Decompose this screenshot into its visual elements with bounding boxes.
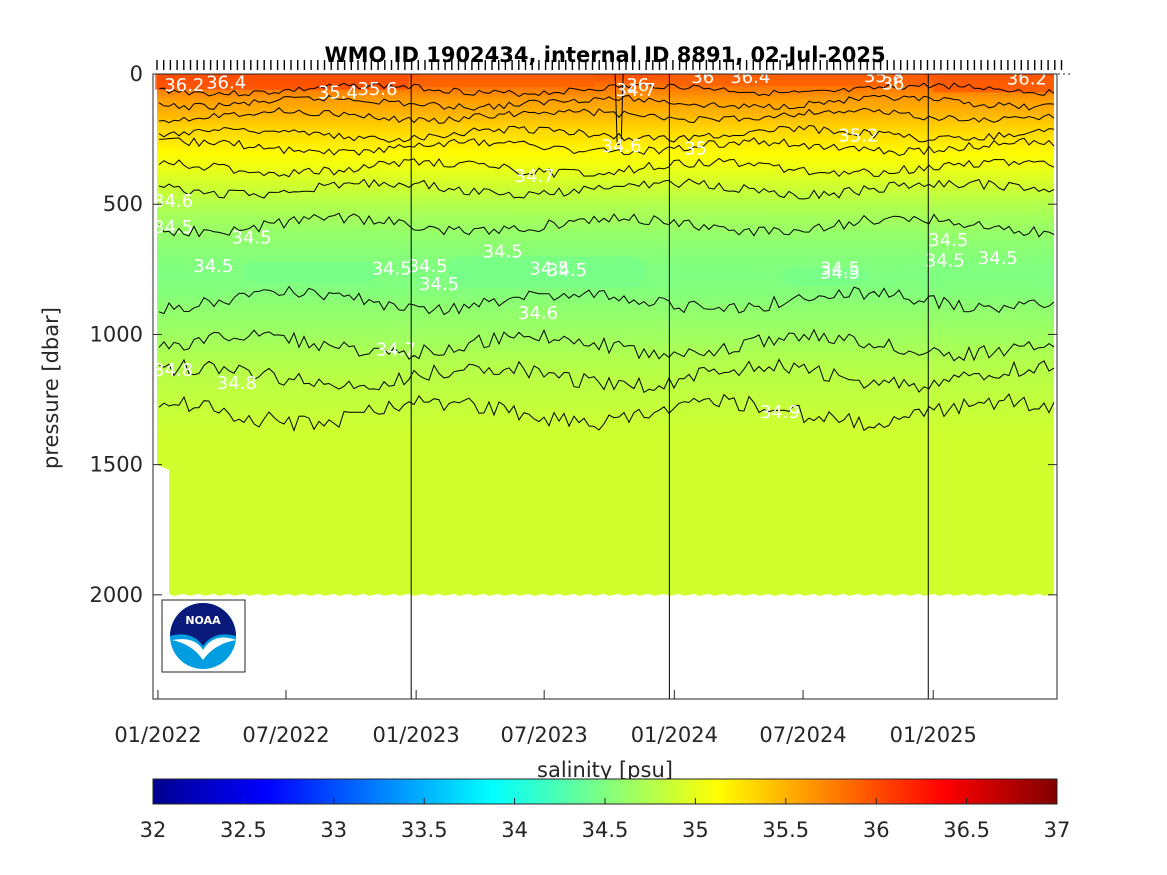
contour-line <box>614 74 624 145</box>
contour-label: 34.5 <box>820 259 860 280</box>
contour-label: 34.6 <box>602 136 642 157</box>
contour-label: 34.7 <box>616 80 656 101</box>
contour-line <box>158 358 1055 394</box>
y-tick-label: 0 <box>130 62 143 86</box>
contour-line <box>158 393 1055 432</box>
contour-label: 35 <box>684 139 707 160</box>
y-axis-label: pressure [dbar] <box>39 307 63 469</box>
contour-label: 34.8 <box>217 373 257 394</box>
contour-label: 34.5 <box>153 217 193 238</box>
colorbar-tick-label: 34 <box>501 818 528 842</box>
contour-line <box>158 285 1055 316</box>
contour-line <box>158 212 1055 238</box>
contour-line <box>158 82 1055 98</box>
contour-label: 34.5 <box>925 251 965 272</box>
colorbar-tick-label: 37 <box>1044 818 1071 842</box>
surface-high-salinity-patch <box>155 74 408 90</box>
contour-label: 34.5 <box>408 256 448 277</box>
contour-line <box>158 107 1055 124</box>
colorbar-tick-label: 36.5 <box>943 818 990 842</box>
colorbar-tick-label: 35 <box>682 818 709 842</box>
contour-label: 35.2 <box>838 126 878 147</box>
salinity-field <box>155 74 1054 596</box>
contour-label: 34.5 <box>928 230 968 251</box>
contour-label: 34.5 <box>547 260 587 281</box>
contour-label: 34.5 <box>232 227 272 248</box>
contour-label: 34.5 <box>372 259 412 280</box>
intermediate-low-salinity-patch <box>242 261 380 283</box>
x-axis: 01/2022 07/2022 01/2023 07/2023 01/2024 07/20… <box>114 690 977 747</box>
contour-line <box>158 137 1055 157</box>
contour-label: 34.5 <box>529 259 569 280</box>
contour-label: 34.5 <box>978 248 1018 269</box>
contour-label: 34.5 <box>193 256 233 277</box>
contour-line <box>158 157 1055 179</box>
y-tick-label: 500 <box>103 192 143 216</box>
contour-lines <box>158 74 1055 432</box>
intermediate-low-salinity-patch <box>447 256 645 288</box>
noaa-bird-icon <box>172 637 236 660</box>
contour-label: 36.2 <box>1007 68 1047 89</box>
contour-label: 36 <box>882 74 905 95</box>
contour-label: 34.7 <box>376 339 416 360</box>
profile-marker-ticks <box>156 60 1063 70</box>
y-tick-label: 2000 <box>90 583 143 607</box>
noaa-logo: NOAA <box>161 599 246 673</box>
contour-label: 34.9 <box>760 402 800 423</box>
noaa-logo-top <box>170 603 236 646</box>
contour-line <box>158 124 1055 143</box>
colorbar-ticks: 32 32.5 33 33.5 34 34.5 35 35.5 36 36.5 37 <box>140 798 1071 842</box>
contour-label: 36.2 <box>164 75 204 96</box>
contour-line <box>158 178 1055 200</box>
y-axis: 0 500 1000 1500 2000 <box>90 62 1057 607</box>
colorbar-tick-label: 32.5 <box>220 818 267 842</box>
contour-label: 35.8 <box>864 66 904 87</box>
x-tick-label: 01/2025 <box>890 723 977 747</box>
year-boundary-lines <box>410 74 929 699</box>
contour-label: 35.6 <box>357 79 397 100</box>
colorbar-tick-label: 35.5 <box>762 818 809 842</box>
x-tick-label: 07/2024 <box>759 723 846 747</box>
chart-title: WMO ID 1902434, internal ID 8891, 02-Jul… <box>324 43 885 67</box>
colorbar-label: salinity [psu] <box>537 758 673 782</box>
intermediate-low-salinity-patch <box>781 268 869 285</box>
contour-label: 34.5 <box>483 242 523 263</box>
contour-label: 34.7 <box>515 166 555 187</box>
surface-high-salinity-patch <box>418 74 595 88</box>
x-tick-label: 01/2022 <box>114 723 201 747</box>
y-tick-label: 1500 <box>90 453 143 477</box>
contour-label: 36.4 <box>206 72 246 93</box>
contour-label: 36 <box>691 67 714 88</box>
contour-label: 34.5 <box>419 274 459 295</box>
colorbar-tick-label: 32 <box>140 818 167 842</box>
x-tick-label: 07/2023 <box>501 723 588 747</box>
colorbar-tick-label: 33.5 <box>401 818 448 842</box>
contour-label: 34.6 <box>153 191 193 212</box>
contour-label: 34.6 <box>518 303 558 324</box>
colorbar-tick-label: 33 <box>320 818 347 842</box>
contour-line <box>158 94 1055 111</box>
x-tick-label: 07/2022 <box>242 723 329 747</box>
contour-label: 34.5 <box>820 262 860 283</box>
contour-label: 36.4 <box>730 67 770 88</box>
colorbar-tick-label: 34.5 <box>582 818 629 842</box>
salinity-field-fill <box>157 74 1054 596</box>
contour-label: 35.4 <box>318 83 358 104</box>
x-tick-label: 01/2023 <box>373 723 460 747</box>
contour-label: 34.8 <box>153 360 193 381</box>
surface-high-salinity-patch <box>671 74 925 86</box>
y-tick-label: 1000 <box>90 322 143 346</box>
colorbar-tick-label: 36 <box>863 818 890 842</box>
noaa-logo-text: NOAA <box>185 614 221 627</box>
contour-label: 36 <box>626 75 649 96</box>
x-tick-label: 01/2024 <box>631 723 718 747</box>
contour-line <box>158 328 1055 362</box>
surface-high-salinity-patch <box>933 74 1054 93</box>
